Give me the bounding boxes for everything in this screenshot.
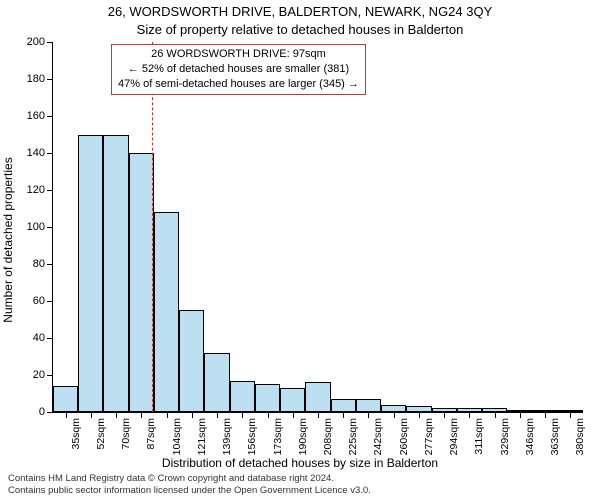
info-line-smaller: ← 52% of detached houses are smaller (38… <box>118 62 359 77</box>
x-axis-label: Distribution of detached houses by size … <box>0 456 600 470</box>
x-tick <box>91 412 92 418</box>
y-tick-label: 140 <box>27 147 45 159</box>
x-tick <box>545 412 546 418</box>
histogram-bar <box>255 384 280 412</box>
y-tick <box>47 264 53 265</box>
x-tick <box>318 412 319 418</box>
x-tick-label: 346sqm <box>524 418 536 455</box>
x-tick <box>570 412 571 418</box>
x-tick-label: 52sqm <box>95 418 107 450</box>
y-tick <box>47 116 53 117</box>
y-tick <box>47 227 53 228</box>
x-tick <box>217 412 218 418</box>
histogram-bar <box>305 382 330 412</box>
x-tick <box>141 412 142 418</box>
y-tick-label: 80 <box>33 258 45 270</box>
histogram-bar <box>280 388 305 412</box>
y-tick <box>47 338 53 339</box>
y-tick-label: 20 <box>33 369 45 381</box>
x-tick-label: 87sqm <box>145 418 157 450</box>
histogram-bar <box>179 310 204 412</box>
chart-title-address: 26, WORDSWORTH DRIVE, BALDERTON, NEWARK,… <box>0 4 600 19</box>
histogram-plot: 02040608010012014016018020035sqm52sqm70s… <box>52 42 583 413</box>
histogram-bar <box>381 405 406 412</box>
property-marker-line <box>152 42 153 412</box>
x-tick <box>167 412 168 418</box>
histogram-bar <box>103 135 128 413</box>
x-tick <box>495 412 496 418</box>
x-tick <box>368 412 369 418</box>
x-tick <box>66 412 67 418</box>
x-tick <box>419 412 420 418</box>
x-tick <box>394 412 395 418</box>
histogram-bar <box>78 135 103 413</box>
y-tick <box>47 190 53 191</box>
x-tick <box>293 412 294 418</box>
y-tick <box>47 42 53 43</box>
info-line-larger: 47% of semi-detached houses are larger (… <box>118 77 359 92</box>
y-tick-label: 60 <box>33 295 45 307</box>
x-tick <box>343 412 344 418</box>
x-tick <box>469 412 470 418</box>
x-tick-label: 173sqm <box>272 418 284 455</box>
x-tick-label: 121sqm <box>196 418 208 455</box>
y-tick-label: 200 <box>27 36 45 48</box>
x-tick-label: 139sqm <box>221 418 233 455</box>
x-tick-label: 294sqm <box>448 418 460 455</box>
x-tick <box>242 412 243 418</box>
x-tick-label: 329sqm <box>499 418 511 455</box>
histogram-bar <box>356 399 381 412</box>
histogram-bar <box>230 381 255 412</box>
x-tick-label: 190sqm <box>297 418 309 455</box>
x-tick-label: 104sqm <box>171 418 183 455</box>
x-tick-label: 156sqm <box>246 418 258 455</box>
x-tick <box>268 412 269 418</box>
y-tick-label: 0 <box>39 406 45 418</box>
x-tick <box>116 412 117 418</box>
y-tick-label: 100 <box>27 221 45 233</box>
y-tick-label: 120 <box>27 184 45 196</box>
x-tick-label: 35sqm <box>70 418 82 450</box>
x-tick <box>444 412 445 418</box>
x-tick-label: 311sqm <box>473 418 485 455</box>
y-tick <box>47 79 53 80</box>
x-tick <box>192 412 193 418</box>
y-tick-label: 180 <box>27 73 45 85</box>
histogram-bar <box>129 153 154 412</box>
histogram-bar <box>204 353 229 412</box>
x-tick-label: 277sqm <box>423 418 435 455</box>
info-line-size: 26 WORDSWORTH DRIVE: 97sqm <box>118 47 359 62</box>
x-tick-label: 242sqm <box>372 418 384 455</box>
property-info-box: 26 WORDSWORTH DRIVE: 97sqm← 52% of detac… <box>111 44 366 95</box>
x-tick-label: 70sqm <box>120 418 132 450</box>
y-tick-label: 160 <box>27 110 45 122</box>
y-tick <box>47 153 53 154</box>
y-tick-label: 40 <box>33 332 45 344</box>
attribution-text: Contains HM Land Registry data © Crown c… <box>8 473 592 496</box>
x-tick-label: 260sqm <box>398 418 410 455</box>
x-tick <box>520 412 521 418</box>
y-tick <box>47 375 53 376</box>
y-tick <box>47 412 53 413</box>
chart-subtitle: Size of property relative to detached ho… <box>0 22 600 37</box>
histogram-bar <box>53 386 78 412</box>
x-tick-label: 380sqm <box>574 418 586 455</box>
y-axis-label: Number of detached properties <box>1 75 15 240</box>
x-tick-label: 363sqm <box>549 418 561 455</box>
y-tick <box>47 301 53 302</box>
histogram-bar <box>331 399 356 412</box>
x-tick-label: 225sqm <box>347 418 359 455</box>
histogram-bar <box>154 212 179 412</box>
x-tick-label: 208sqm <box>322 418 334 455</box>
